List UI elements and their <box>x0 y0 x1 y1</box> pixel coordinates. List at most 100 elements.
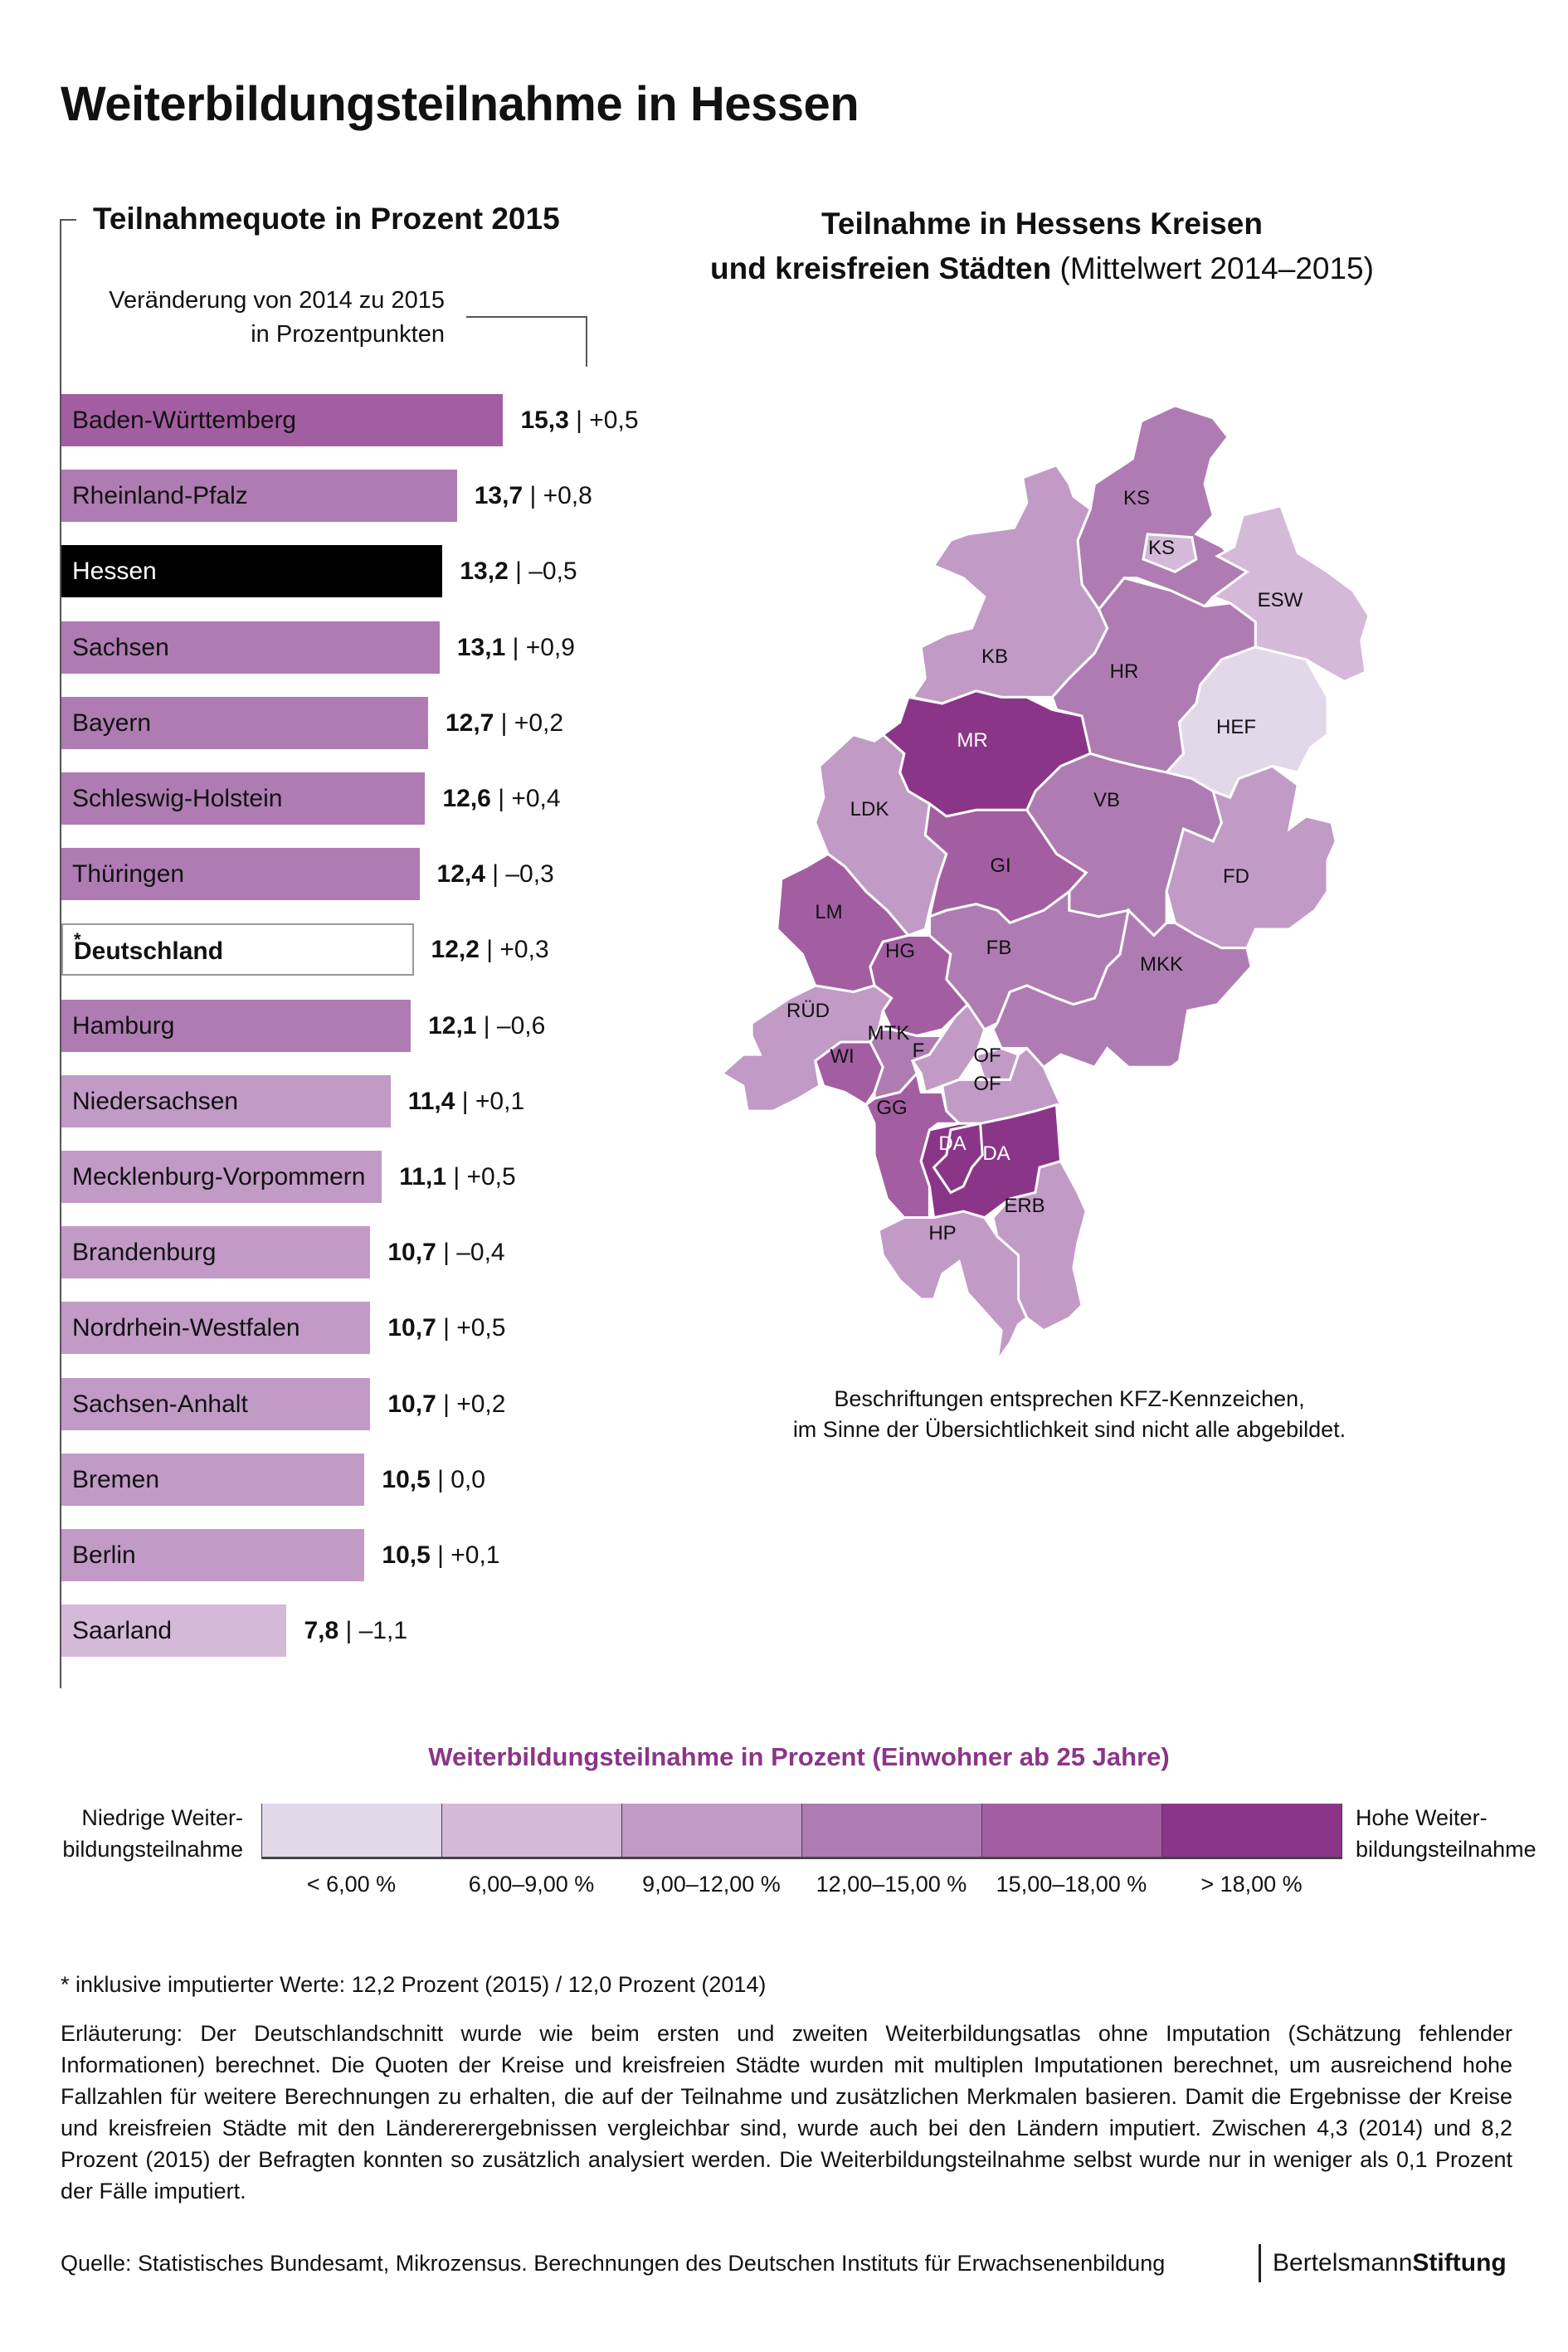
legend-high-label: Hohe Weiter- bildungsteilnahme <box>1356 1802 1536 1865</box>
district-label: F <box>912 1040 925 1062</box>
bar-value: 12,1 <box>428 1011 477 1040</box>
bar-value-label: 13,1 | +0,9 <box>457 621 575 674</box>
bar-value-label: 12,6 | +0,4 <box>442 772 560 825</box>
bar-change: | +0,9 <box>505 633 575 661</box>
bar-value-label: 10,5 | +0,1 <box>382 1529 499 1581</box>
district-label: VB <box>1093 789 1121 811</box>
bracket-line <box>466 316 587 318</box>
bar-value-label: 7,8 | –1,1 <box>304 1605 407 1657</box>
bar-value-label: 11,1 | +0,5 <box>399 1151 515 1203</box>
footnote: * inklusive imputierter Werte: 12,2 Proz… <box>61 1972 767 1997</box>
bar-chart-title: Teilnahmequote in Prozent 2015 <box>93 202 560 236</box>
bar-brandenburg: Brandenburg <box>61 1226 371 1279</box>
bar-change: | +0,8 <box>523 482 592 510</box>
bracket-line <box>586 316 587 367</box>
hessen-map <box>705 390 1369 1361</box>
district-label: KS <box>1147 537 1176 559</box>
bar-change: | –0,3 <box>485 860 554 889</box>
bar-value: 12,4 <box>436 860 485 889</box>
map-title-normal: (Mittelwert 2014–2015) <box>1051 251 1374 285</box>
district-label: KS <box>1122 487 1151 509</box>
legend-swatch <box>442 1804 622 1857</box>
bar-value-label: 12,1 | –0,6 <box>428 1000 545 1052</box>
district-label: OF <box>973 1073 1001 1095</box>
legend-swatch <box>1162 1804 1342 1857</box>
district-ks <box>1143 534 1196 572</box>
district-label: GG <box>876 1097 908 1119</box>
district-label: MR <box>957 729 988 752</box>
district-label: HEF <box>1216 716 1256 738</box>
legend-title: Weiterbildungsteilnahme in Prozent (Einw… <box>428 1742 1170 1771</box>
bar-label: Schleswig-Holstein <box>72 785 283 812</box>
bar-change: | –0,6 <box>476 1011 546 1040</box>
bar-value-label: 10,7 | –0,4 <box>387 1226 504 1278</box>
map-title-line2: und kreisfreien Städten (Mittelwert 2014… <box>664 246 1420 291</box>
bar-value: 13,1 <box>456 633 506 661</box>
bar-niedersachsen: Niedersachsen <box>61 1074 391 1127</box>
bar-bayern: Bayern <box>61 696 428 749</box>
bar-label: Nordrhein-Westfalen <box>72 1314 300 1342</box>
bar-value-label: 15,3 | +0,5 <box>520 394 638 446</box>
bar-change: | +0,4 <box>490 785 561 812</box>
legend-swatch <box>262 1804 442 1857</box>
district-of <box>976 1049 1019 1080</box>
logo-part2: Stiftung <box>1412 2249 1507 2277</box>
bar-thüringen: Thüringen <box>61 848 420 901</box>
bar-nordrhein-westfalen: Nordrhein-Westfalen <box>61 1302 371 1355</box>
bar-value: 13,7 <box>474 482 523 510</box>
bar-schleswig-holstein: Schleswig-Holstein <box>61 772 426 825</box>
asterisk: * <box>74 929 81 951</box>
district-label: LM <box>815 901 843 923</box>
bar-value: 12,6 <box>442 785 491 812</box>
legend-tick-label: > 18,00 % <box>1200 1872 1303 1897</box>
legend-high-line1: Hohe Weiter- <box>1356 1805 1488 1830</box>
bar-label: Sachsen <box>72 633 169 661</box>
district-label: DA <box>938 1132 967 1155</box>
district-label: FB <box>986 937 1012 959</box>
legend-low-label: Niedrige Weiter- bildungsteilnahme <box>33 1802 243 1865</box>
legend-swatch <box>982 1804 1162 1857</box>
bar-change: | +0,1 <box>430 1541 500 1569</box>
bar-berlin: Berlin <box>61 1529 365 1581</box>
bar-value-label: 13,7 | +0,8 <box>475 470 592 522</box>
bar-value-label: 12,4 | –0,3 <box>437 848 554 900</box>
bar-value: 7,8 <box>304 1617 339 1645</box>
bar-change: | +0,5 <box>436 1314 506 1342</box>
map-note-line2: im Sinne der Übersichtlichkeit sind nich… <box>792 1417 1346 1442</box>
district-label: KB <box>981 645 1009 668</box>
bar-value: 11,1 <box>399 1163 446 1191</box>
bar-value-label: 10,7 | +0,5 <box>387 1302 505 1354</box>
bar-change: | +0,5 <box>568 407 639 434</box>
district-label: MTK <box>867 1022 910 1045</box>
district-da <box>934 1123 983 1192</box>
district-label: DA <box>982 1142 1010 1165</box>
bar-hessen: Hessen <box>61 545 443 598</box>
legend-low-line2: bildungsteilnahme <box>62 1837 243 1862</box>
bar-label: Bremen <box>72 1465 160 1493</box>
bar-hamburg: Hamburg <box>61 999 411 1052</box>
bar-change: | +0,5 <box>446 1163 516 1191</box>
legend-tick-label: 6,00–9,00 % <box>468 1872 595 1897</box>
legend-high-line2: bildungsteilnahme <box>1356 1837 1536 1862</box>
logo-part1: Bertelsmann <box>1273 2249 1413 2277</box>
bar-value: 12,2 <box>431 936 480 964</box>
district-f <box>913 1005 985 1093</box>
bar-label: Niedersachsen <box>72 1087 239 1115</box>
district-label: LDK <box>850 798 889 821</box>
bar-value-label: 10,5 | 0,0 <box>382 1454 485 1506</box>
legend-tick-label: < 6,00 % <box>306 1872 397 1897</box>
legend-tick-label: 12,00–15,00 % <box>816 1872 967 1897</box>
bar-label: Deutschland * <box>74 925 223 977</box>
bar-value-label: 13,2 | –0,5 <box>460 545 577 597</box>
map-note: Beschriftungen entsprechen KFZ-Kennzeich… <box>713 1384 1425 1445</box>
legend-swatch <box>802 1804 982 1857</box>
bar-label: Mecklenburg-Vorpommern <box>72 1163 366 1191</box>
map-note-line1: Beschriftungen entsprechen KFZ-Kennzeich… <box>834 1386 1305 1411</box>
bar-value: 10,7 <box>387 1390 436 1418</box>
change-note-line1: Veränderung von 2014 zu 2015 <box>109 287 445 314</box>
bar-change: | +0,3 <box>479 936 549 964</box>
bar-deutschland: Deutschland * <box>61 923 414 976</box>
bar-label: Sachsen-Anhalt <box>72 1390 248 1418</box>
bar-change: | +0,1 <box>455 1087 525 1115</box>
bar-sachsen: Sachsen <box>61 621 440 674</box>
